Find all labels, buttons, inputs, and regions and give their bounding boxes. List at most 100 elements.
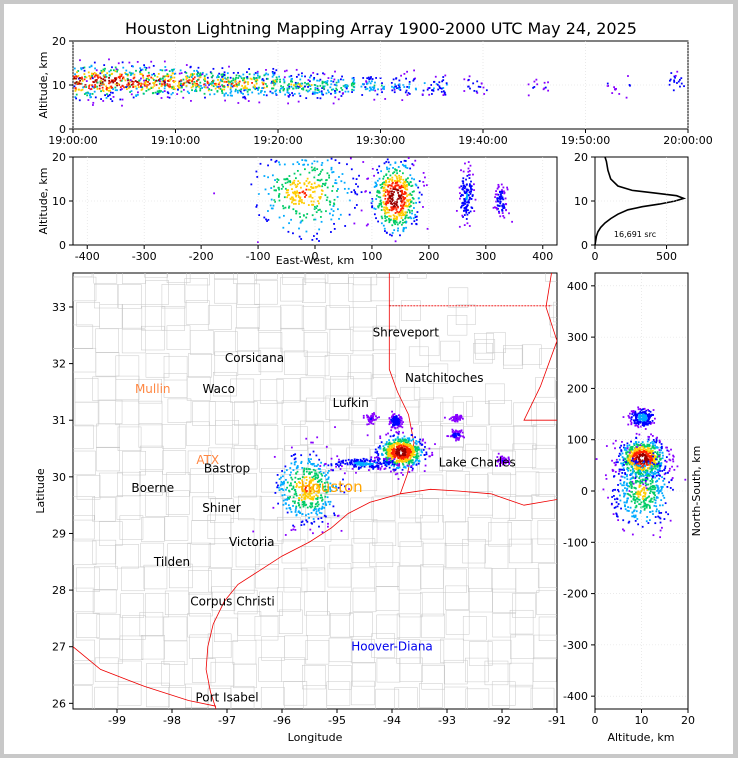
county-border [237,611,262,636]
source-point [495,200,498,203]
source-point [285,488,287,491]
source-point [396,229,399,232]
source-point [306,490,308,492]
source-point [399,89,402,91]
source-point [391,444,394,447]
parish-border [545,273,557,282]
source-point [547,81,549,84]
source-point [421,93,424,96]
source-point [143,84,146,87]
source-point [294,199,297,202]
source-point [500,190,502,193]
source-point [295,212,298,215]
source-point [388,195,391,197]
source-point [197,66,200,69]
county-border [238,495,262,521]
source-point [277,484,279,487]
source-point [423,184,426,187]
source-point [326,83,329,86]
source-point [276,486,279,489]
source-point [456,437,458,440]
source-point [392,449,394,452]
source-point [385,433,388,436]
source-point [223,88,226,91]
source-point [400,447,402,450]
source-point [383,203,386,206]
source-point [375,77,378,79]
source-point [339,464,342,466]
source-point [380,222,383,225]
source-point [196,79,199,81]
source-point [426,227,429,230]
source-point [296,183,299,186]
source-point [400,223,403,226]
source-point [396,419,398,422]
source-point [399,439,402,441]
source-point [380,209,383,211]
county-border [187,450,212,475]
source-point [250,183,253,186]
source-point [399,187,402,190]
source-point [388,190,390,193]
county-border [76,613,100,638]
source-point [398,417,401,420]
county-border [232,424,256,449]
county-border [230,685,255,709]
source-point [312,71,315,74]
source-point [78,99,81,102]
county-border [234,401,258,426]
source-point [329,500,332,503]
source-point [357,468,360,470]
source-point [375,418,377,421]
source-point [396,421,399,424]
source-point [394,180,397,182]
source-point [130,72,132,75]
source-point [407,445,409,448]
source-point [396,418,399,421]
source-point [385,463,388,466]
x-tick-label: 20:00:00 [663,134,712,147]
county-border [508,538,533,564]
source-point [649,473,651,476]
source-point [399,170,401,172]
source-point [404,191,407,194]
source-point [385,456,388,459]
source-point [384,202,387,205]
source-point [305,468,308,471]
source-point [243,86,246,89]
source-point [368,460,371,462]
source-point [388,466,391,469]
source-point [223,71,226,74]
source-point [402,172,404,175]
source-point [304,75,306,78]
source-point [310,498,313,501]
source-point [365,463,367,465]
source-point [292,500,294,503]
source-point [472,82,475,85]
source-point [316,168,319,171]
source-point [91,74,93,77]
source-point [141,88,144,90]
source-point [376,179,379,182]
source-point [301,201,303,204]
county-border [399,493,423,519]
source-point [388,178,391,181]
source-point [640,475,643,477]
source-point [396,446,398,448]
source-point [400,419,403,422]
source-point [299,85,301,88]
source-point [315,207,318,210]
source-point [301,75,303,78]
source-point [299,506,302,509]
source-point [473,183,475,186]
source-point [288,490,291,493]
source-point [410,453,412,456]
source-point [78,77,81,79]
source-point [314,472,316,475]
source-point [420,449,423,451]
source-point [395,175,398,178]
source-point [501,190,504,193]
source-point [278,489,281,492]
source-point [659,458,662,461]
